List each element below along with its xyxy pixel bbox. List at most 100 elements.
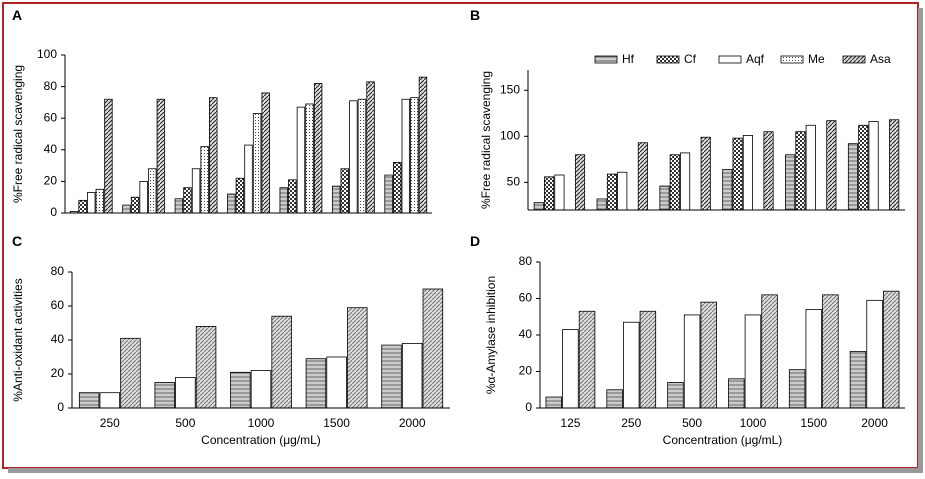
bar <box>732 137 743 211</box>
bar <box>271 315 292 409</box>
bar <box>617 171 628 211</box>
bar <box>401 342 423 409</box>
y-tick-label: 60 <box>44 110 58 124</box>
bar <box>805 124 816 211</box>
bar <box>889 119 900 211</box>
y-tick-label: 80 <box>51 264 65 278</box>
y-tick-label: 0 <box>50 205 57 219</box>
bar <box>822 294 839 409</box>
bar <box>174 198 184 214</box>
legend-label: Hf <box>622 52 635 66</box>
y-tick-label: 150 <box>500 82 520 96</box>
frame-shadow <box>918 8 923 470</box>
y-axis-label: %Free radical scavenging <box>11 65 25 203</box>
x-tick-label: 125 <box>560 416 580 430</box>
x-tick-label: 2000 <box>399 416 426 430</box>
bar <box>148 168 157 214</box>
x-tick-label: 1000 <box>248 416 275 430</box>
bar <box>849 351 867 409</box>
bar <box>422 288 444 409</box>
bar <box>326 356 347 409</box>
bar <box>669 154 680 211</box>
legend-swatch <box>842 55 866 64</box>
bar <box>130 196 140 214</box>
x-tick-label: 500 <box>682 416 702 430</box>
bar <box>785 154 796 211</box>
bar <box>667 382 684 409</box>
y-tick-label: 0 <box>57 400 64 414</box>
x-tick-label: 500 <box>175 416 195 430</box>
bar <box>381 344 402 409</box>
legend-swatch <box>656 55 680 64</box>
bar <box>882 290 900 409</box>
bar <box>544 176 555 211</box>
bar <box>227 193 236 214</box>
x-axis-label: Concentration (μg/mL) <box>201 433 321 447</box>
bar <box>554 174 565 211</box>
y-tick-label: 60 <box>519 291 533 305</box>
legend-label: Asa <box>870 52 891 66</box>
bar <box>200 146 209 214</box>
bar <box>340 168 349 214</box>
bar <box>191 168 201 214</box>
y-tick-label: 80 <box>44 79 58 93</box>
y-tick-label: 50 <box>507 175 521 189</box>
y-tick-label: 20 <box>519 364 533 378</box>
bar <box>235 177 245 214</box>
bar <box>866 299 883 409</box>
bar <box>122 204 131 214</box>
bar <box>722 169 733 211</box>
bar <box>244 144 253 214</box>
bar <box>209 97 218 214</box>
bar <box>87 192 96 214</box>
bar <box>763 131 774 211</box>
bar <box>545 396 563 409</box>
bar <box>175 376 196 409</box>
bar <box>683 314 701 409</box>
bar <box>99 392 121 409</box>
bar <box>659 185 670 211</box>
bar <box>868 121 879 211</box>
bar <box>347 307 368 409</box>
y-tick-label: 60 <box>51 298 65 312</box>
bar <box>120 337 141 409</box>
bar <box>183 187 192 214</box>
bar <box>313 83 323 214</box>
bar <box>78 392 100 409</box>
x-tick-label: 250 <box>100 416 120 430</box>
bar <box>384 174 393 214</box>
bar <box>78 199 87 214</box>
bar <box>858 124 869 211</box>
bar <box>700 136 711 211</box>
panel-label: C <box>12 233 22 249</box>
y-tick-label: 40 <box>51 332 65 346</box>
bar <box>288 179 297 214</box>
bar <box>104 98 113 214</box>
bar <box>639 310 657 409</box>
bar <box>250 370 272 409</box>
legend-swatch <box>594 55 618 64</box>
panel-label: D <box>470 233 480 249</box>
bar <box>154 382 175 409</box>
panel-label: A <box>12 7 22 23</box>
y-axis-label: %Free radical scavenging <box>479 71 493 209</box>
legend-swatch <box>780 55 804 64</box>
bar <box>578 310 596 409</box>
bar <box>805 309 822 409</box>
bar <box>331 185 341 214</box>
bar <box>826 120 837 211</box>
bar <box>562 329 579 409</box>
bar <box>742 134 753 211</box>
bar <box>418 76 428 214</box>
bar <box>95 188 105 214</box>
bar <box>847 143 859 211</box>
panel-label: B <box>470 7 480 23</box>
x-tick-label: 1000 <box>740 416 767 430</box>
y-axis-label: %α-Amylase inhibition <box>484 276 498 394</box>
bar <box>261 92 270 214</box>
bar <box>410 97 419 214</box>
bar <box>230 371 251 409</box>
bar <box>392 162 402 214</box>
bar <box>366 81 375 214</box>
y-tick-label: 40 <box>44 142 58 156</box>
